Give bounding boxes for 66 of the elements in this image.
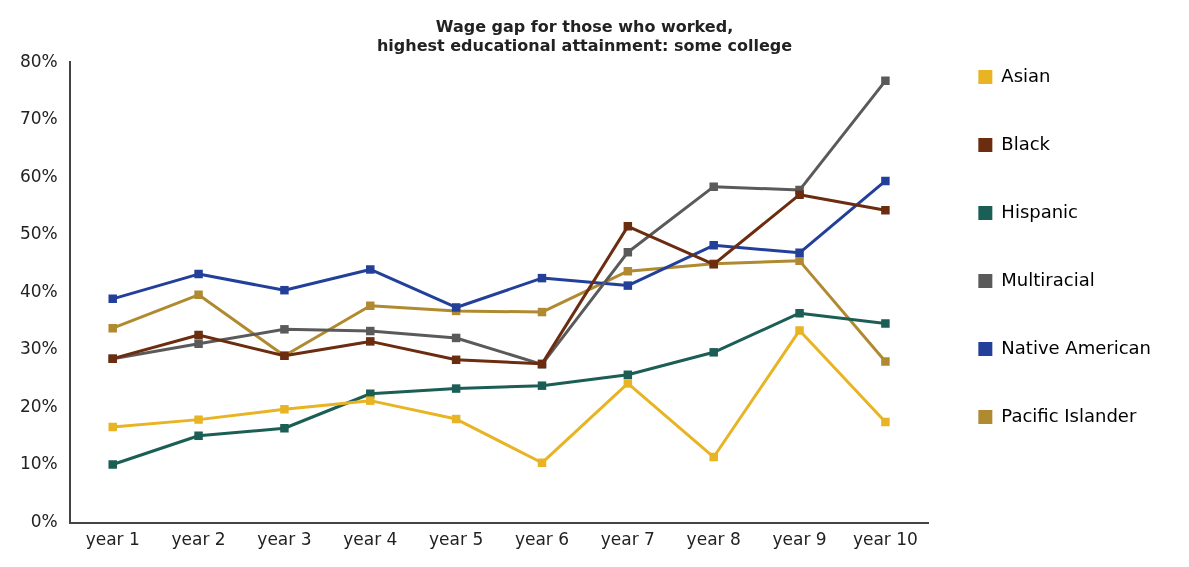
point — [366, 396, 375, 405]
point — [795, 248, 804, 258]
legend-label: Pacific Islander — [1001, 404, 1137, 426]
point — [881, 319, 890, 328]
y-tick-label: 20% — [19, 395, 58, 416]
point — [881, 417, 890, 427]
point — [366, 265, 375, 274]
point — [194, 415, 203, 424]
point — [709, 182, 718, 191]
point — [194, 290, 203, 300]
legend-label: Hispanic — [1001, 200, 1079, 222]
point — [280, 285, 289, 295]
point — [795, 256, 804, 266]
point — [795, 326, 804, 335]
point — [108, 460, 117, 469]
point — [194, 339, 203, 348]
y-tick-label: 30% — [19, 338, 58, 359]
point — [623, 281, 633, 290]
point — [366, 326, 375, 336]
x-tick-label: year 8 — [686, 529, 741, 550]
point — [280, 325, 289, 334]
y-tick-label: 60% — [19, 165, 58, 186]
point — [194, 431, 203, 440]
point — [366, 301, 375, 310]
chart-title: Wage gap for those who worked, highest educational attainment: some college — [376, 16, 793, 55]
point — [194, 269, 203, 279]
y-tick-label: 10% — [19, 453, 58, 474]
point — [709, 452, 718, 462]
legend-label: Black — [1001, 132, 1051, 154]
legend-label: Asian — [1001, 64, 1051, 86]
point — [194, 330, 203, 340]
y-tick-label: 70% — [19, 108, 58, 129]
legend-label: Multiracial — [1001, 268, 1095, 290]
y-tick-label: 80% — [19, 50, 58, 71]
point — [280, 405, 289, 414]
point — [280, 424, 289, 433]
x-tick-label: year 1 — [85, 529, 140, 550]
x-tick-label: year 3 — [257, 529, 312, 550]
x-tick-label: year 4 — [343, 529, 398, 550]
point — [108, 323, 117, 333]
point — [623, 222, 633, 231]
y-tick-label: 50% — [19, 223, 58, 244]
x-tick-label: year 2 — [171, 529, 226, 550]
point — [709, 241, 718, 250]
point — [881, 76, 890, 86]
point — [795, 308, 804, 318]
point — [451, 384, 461, 393]
point — [451, 303, 461, 312]
point — [709, 348, 718, 357]
point — [537, 381, 547, 390]
point — [795, 190, 804, 199]
point — [108, 294, 117, 304]
point — [881, 176, 890, 186]
point — [366, 337, 375, 346]
x-tick-label: year 6 — [514, 529, 570, 550]
x-tick-label: year 9 — [772, 529, 827, 550]
x-tick-label: year 5 — [429, 529, 484, 550]
point — [108, 422, 117, 432]
point — [881, 206, 890, 215]
x-tick-label: year 10 — [852, 529, 918, 550]
point — [881, 357, 890, 366]
y-tick-label: 40% — [19, 280, 58, 301]
point — [623, 379, 633, 388]
x-tick-label: year 7 — [600, 529, 655, 550]
y-tick-label: 0% — [30, 511, 58, 532]
legend-label: Native American — [1001, 336, 1152, 358]
